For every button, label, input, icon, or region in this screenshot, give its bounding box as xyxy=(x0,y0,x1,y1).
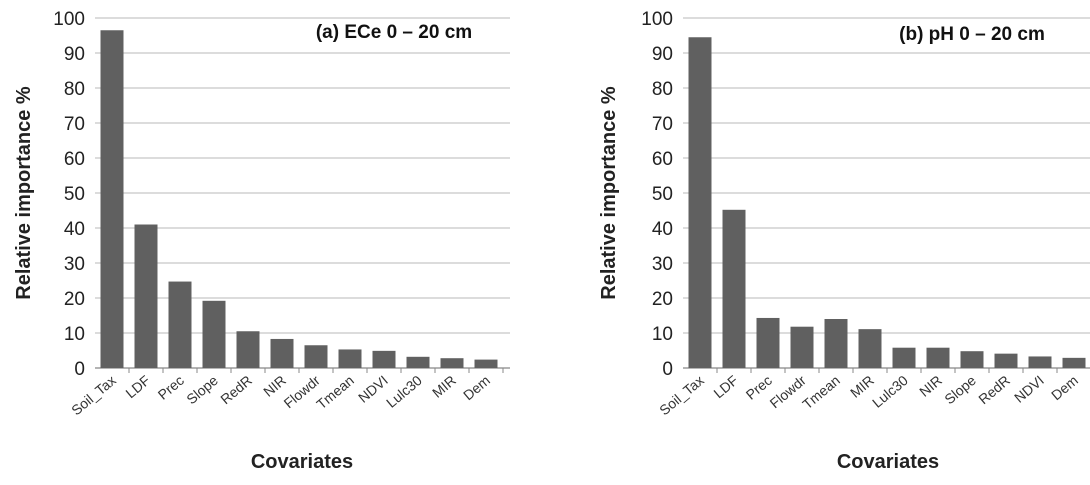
bar xyxy=(688,37,712,368)
x-tick-label: Lulc30 xyxy=(383,372,425,411)
x-tick-label: Slope xyxy=(183,372,221,407)
x-tick-label: LDF xyxy=(710,372,741,401)
bar xyxy=(790,326,814,368)
x-tick-label: Prec xyxy=(155,372,187,403)
bar xyxy=(858,329,882,368)
y-tick-label: 70 xyxy=(652,114,673,135)
y-tick-label: 60 xyxy=(652,149,673,170)
bar xyxy=(1028,356,1052,368)
y-tick-label: 10 xyxy=(652,324,673,345)
bar xyxy=(338,349,362,368)
y-tick-label: 30 xyxy=(64,254,85,275)
bar xyxy=(824,319,848,368)
y-tick-label: 80 xyxy=(64,79,85,100)
bar xyxy=(134,224,158,368)
bar xyxy=(304,345,328,368)
y-axis-title: Relative importance % xyxy=(598,86,620,300)
y-tick-label: 50 xyxy=(652,184,673,205)
y-tick-label: 30 xyxy=(652,254,673,275)
bar xyxy=(372,350,396,368)
x-axis-title: Covariates xyxy=(251,451,353,473)
y-tick-label: 40 xyxy=(652,219,673,240)
bar xyxy=(474,359,498,368)
x-tick-label: Slope xyxy=(941,372,979,407)
y-tick-label: 40 xyxy=(64,219,85,240)
y-tick-label: 100 xyxy=(641,9,673,30)
y-tick-label: 90 xyxy=(652,44,673,65)
x-tick-label: Dem xyxy=(460,372,493,403)
x-tick-label: Tmean xyxy=(799,372,843,412)
x-tick-label: NDVI xyxy=(1011,372,1047,406)
bar xyxy=(236,331,260,368)
x-tick-label: RedR xyxy=(975,372,1013,407)
bar xyxy=(440,358,464,368)
y-axis-title: Relative importance % xyxy=(13,86,35,300)
bar xyxy=(168,281,192,368)
y-tick-label: 0 xyxy=(74,359,85,380)
y-tick-label: 20 xyxy=(652,289,673,310)
bar xyxy=(270,338,294,368)
y-tick-label: 80 xyxy=(652,79,673,100)
bar xyxy=(406,356,430,368)
y-tick-label: 10 xyxy=(64,324,85,345)
bar xyxy=(756,317,780,368)
bar xyxy=(100,30,124,368)
y-tick-label: 0 xyxy=(662,359,673,380)
bar xyxy=(994,353,1018,368)
bar xyxy=(722,209,746,368)
chart-title: (b) pH 0 – 20 cm xyxy=(899,24,1045,45)
bar xyxy=(926,347,950,368)
y-tick-label: 60 xyxy=(64,149,85,170)
y-tick-label: 20 xyxy=(64,289,85,310)
chart-title: (a) ECe 0 – 20 cm xyxy=(316,22,472,43)
x-tick-label: MIR xyxy=(429,372,459,401)
x-axis-title: Covariates xyxy=(837,451,939,473)
bar xyxy=(202,300,226,368)
y-tick-label: 50 xyxy=(64,184,85,205)
x-tick-label: Dem xyxy=(1048,372,1081,403)
y-tick-label: 90 xyxy=(64,44,85,65)
x-tick-label: RedR xyxy=(217,372,255,407)
y-tick-label: 70 xyxy=(64,114,85,135)
bar xyxy=(960,351,984,368)
x-tick-label: Tmean xyxy=(313,372,357,412)
y-tick-label: 100 xyxy=(53,9,85,30)
bar xyxy=(1062,357,1086,368)
x-tick-label: Lulc30 xyxy=(869,372,911,411)
bar xyxy=(892,347,916,368)
x-tick-label: LDF xyxy=(122,372,153,401)
